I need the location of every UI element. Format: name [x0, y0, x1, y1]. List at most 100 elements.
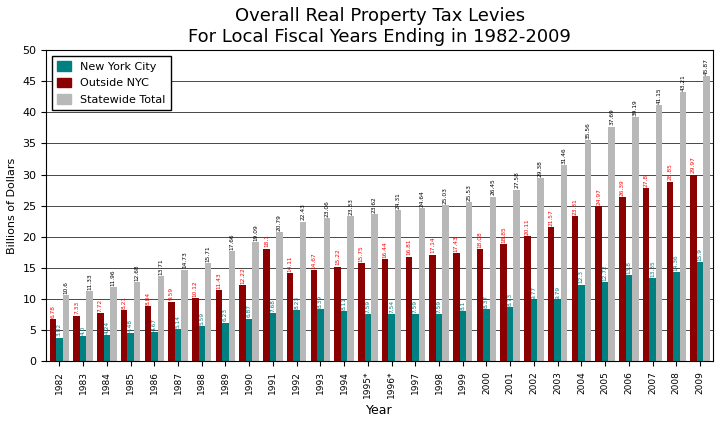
X-axis label: Year: Year [366, 404, 393, 417]
Bar [145, 306, 151, 361]
Bar [334, 267, 341, 361]
Bar [97, 313, 104, 361]
Bar [405, 257, 412, 361]
Text: 17.14: 17.14 [430, 237, 435, 254]
Text: 29.97: 29.97 [691, 156, 696, 173]
Bar [50, 319, 56, 361]
Bar [412, 314, 418, 361]
Bar [585, 140, 591, 361]
Text: 23.06: 23.06 [325, 200, 329, 217]
Text: 27.8: 27.8 [644, 174, 649, 187]
Bar [602, 282, 608, 361]
Text: 13.71: 13.71 [158, 258, 163, 275]
Bar [110, 287, 117, 361]
Bar [341, 311, 347, 361]
Text: 24.97: 24.97 [596, 188, 601, 205]
Bar [151, 332, 158, 361]
Text: 10.6: 10.6 [63, 281, 68, 294]
Bar [246, 318, 253, 361]
Text: 9.59: 9.59 [169, 287, 174, 300]
Text: 16.81: 16.81 [406, 239, 411, 255]
Bar [240, 285, 246, 361]
Bar [656, 105, 662, 361]
Text: 15.22: 15.22 [335, 248, 340, 265]
Bar [697, 262, 703, 361]
Text: 39.19: 39.19 [633, 99, 638, 116]
Bar [323, 218, 330, 361]
Text: 6.23: 6.23 [223, 308, 228, 321]
Bar [500, 244, 507, 361]
Text: 14.73: 14.73 [182, 251, 187, 268]
Text: 12.68: 12.68 [135, 265, 140, 281]
Text: 3.82: 3.82 [57, 323, 62, 336]
Bar [537, 179, 544, 361]
Legend: New York City, Outside NYC, Statewide Total: New York City, Outside NYC, Statewide To… [52, 56, 171, 110]
Text: 18.08: 18.08 [477, 231, 482, 248]
Text: 14.11: 14.11 [288, 256, 292, 272]
Text: 12.3: 12.3 [579, 271, 584, 284]
Bar [86, 291, 93, 361]
Text: 24.64: 24.64 [419, 190, 424, 206]
Text: 20.11: 20.11 [525, 218, 530, 235]
Bar [466, 202, 472, 361]
Text: 45.87: 45.87 [704, 58, 709, 75]
Text: 14.67: 14.67 [312, 252, 316, 269]
Bar [578, 285, 585, 361]
Text: 15.9: 15.9 [698, 248, 703, 261]
Bar [507, 307, 513, 361]
Bar [667, 182, 673, 361]
Text: 16.44: 16.44 [382, 241, 387, 258]
Bar [371, 214, 377, 361]
Bar [192, 298, 199, 361]
Bar [459, 311, 466, 361]
Text: 19.09: 19.09 [253, 224, 258, 241]
Bar [626, 275, 632, 361]
Text: 23.62: 23.62 [372, 196, 377, 213]
Text: 15.75: 15.75 [359, 245, 364, 262]
Bar [477, 249, 483, 361]
Text: 7.59: 7.59 [413, 300, 418, 313]
Text: 23.31: 23.31 [572, 198, 577, 215]
Text: 7.33: 7.33 [74, 301, 79, 315]
Bar [608, 127, 615, 361]
Text: 22.43: 22.43 [301, 204, 306, 220]
Bar [294, 310, 300, 361]
Bar [490, 197, 496, 361]
Bar [158, 276, 164, 361]
Bar [317, 309, 323, 361]
Text: 31.46: 31.46 [562, 148, 567, 164]
Text: 15.71: 15.71 [206, 245, 211, 262]
Text: 8.23: 8.23 [294, 296, 299, 309]
Text: 35.56: 35.56 [585, 122, 590, 139]
Bar [63, 295, 69, 361]
Text: 8.21: 8.21 [122, 296, 127, 309]
Bar [619, 197, 626, 361]
Text: 7.54: 7.54 [389, 300, 394, 313]
Bar [442, 206, 449, 361]
Text: 11.33: 11.33 [87, 273, 92, 290]
Text: 6.78: 6.78 [50, 305, 55, 318]
Bar [632, 117, 639, 361]
Text: 17.43: 17.43 [454, 235, 459, 251]
Bar [104, 335, 110, 361]
Text: 8.84: 8.84 [145, 292, 150, 305]
Y-axis label: Billions of Dollars: Billions of Dollars [7, 158, 17, 254]
Text: 8.1: 8.1 [460, 300, 465, 310]
Text: 5.14: 5.14 [176, 315, 181, 328]
Text: 14.36: 14.36 [674, 254, 679, 271]
Text: 13.35: 13.35 [650, 260, 655, 277]
Text: 8.11: 8.11 [341, 297, 346, 310]
Text: 25.03: 25.03 [443, 187, 448, 204]
Bar [364, 314, 371, 361]
Bar [222, 323, 229, 361]
Text: 11.96: 11.96 [111, 269, 116, 286]
Bar [264, 248, 270, 361]
Text: 26.45: 26.45 [490, 179, 495, 195]
Title: Overall Real Property Tax Levies
For Local Fiscal Years Ending in 1982-2009: Overall Real Property Tax Levies For Loc… [188, 7, 571, 46]
Text: 26.39: 26.39 [620, 179, 625, 196]
Text: 8.39: 8.39 [318, 295, 323, 308]
Bar [548, 227, 554, 361]
Text: 21.57: 21.57 [549, 209, 554, 226]
Bar [382, 259, 388, 361]
Text: 8.73: 8.73 [508, 293, 513, 306]
